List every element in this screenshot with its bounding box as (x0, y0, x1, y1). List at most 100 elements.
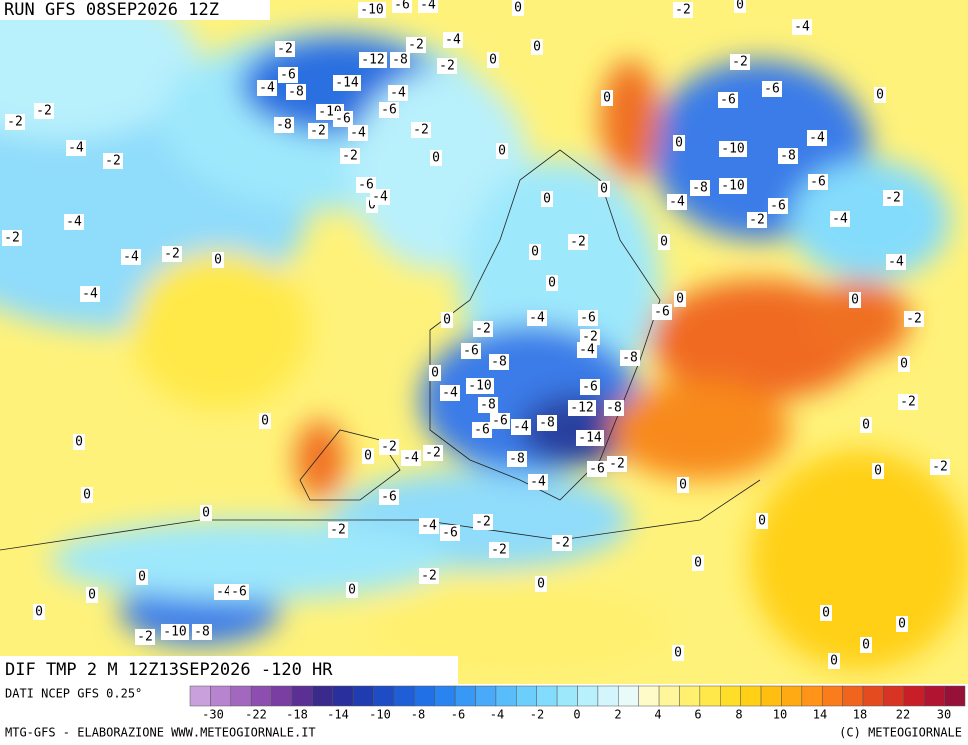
contour-label: -4 (123, 250, 139, 265)
contour-label: 0 (75, 435, 83, 450)
label-box (359, 52, 387, 68)
label-box (257, 80, 277, 96)
color-swatch (679, 685, 701, 707)
contour-label: -8 (480, 398, 496, 413)
label-box (411, 122, 431, 138)
contour-label: -8 (692, 181, 708, 196)
label-box (507, 451, 527, 467)
contour-label: 0 (543, 192, 551, 207)
contour-label: -4 (809, 131, 825, 146)
contour-label: -2 (932, 460, 948, 475)
label-box (135, 629, 155, 645)
label-box (275, 41, 295, 57)
label-box (576, 430, 604, 446)
contour-label: -4 (579, 343, 595, 358)
color-swatch (352, 685, 374, 707)
contour-label: -6 (720, 93, 736, 108)
contour-label: -6 (474, 423, 490, 438)
contour-label: -4 (421, 519, 437, 534)
contour-label: -4 (390, 86, 406, 101)
contour-label: 0 (498, 144, 506, 159)
contour-label: -8 (539, 416, 555, 431)
label-box (528, 474, 548, 490)
contour-label: -4 (420, 0, 436, 13)
label-box (473, 514, 493, 530)
contour-label: 0 (432, 151, 440, 166)
title-box (0, 656, 458, 684)
contour-label: -10 (468, 379, 491, 394)
color-swatch (230, 685, 252, 707)
contour-label: -6 (358, 178, 374, 193)
label-box (673, 2, 693, 18)
contour-label: -2 (164, 247, 180, 262)
contour-label: -8 (194, 625, 210, 640)
contour-label: -8 (509, 452, 525, 467)
contour-label: -6 (280, 68, 296, 83)
contour-label: -10 (360, 3, 383, 18)
label-box (437, 58, 457, 74)
contour-label: -6 (589, 462, 605, 477)
label-box (690, 180, 710, 196)
coastline (299, 429, 401, 501)
contour-label: -4 (832, 212, 848, 227)
label-box (86, 587, 98, 603)
color-tick-label: 30 (937, 708, 951, 722)
contour-label: 0 (83, 488, 91, 503)
contour-label: 0 (676, 292, 684, 307)
label-box (340, 148, 360, 164)
label-box (64, 214, 84, 230)
label-box (886, 254, 906, 270)
label-box (308, 123, 328, 139)
color-tick-label: -10 (369, 708, 391, 722)
label-box (461, 343, 481, 359)
contour-label: -4 (513, 420, 529, 435)
contour-label: -4 (442, 386, 458, 401)
label-box (212, 252, 224, 268)
label-box (333, 111, 353, 127)
color-tick-label: -18 (286, 708, 308, 722)
label-box (379, 102, 399, 118)
label-box (820, 605, 832, 621)
contour-label: -2 (582, 330, 598, 345)
contour-label: -10 (721, 142, 744, 157)
label-box (419, 568, 439, 584)
label-box (489, 354, 509, 370)
color-tick-label: -2 (530, 708, 544, 722)
contour-label: -4 (794, 20, 810, 35)
contour-label: -2 (885, 191, 901, 206)
contour-label: 0 (862, 418, 870, 433)
contour-label: 0 (660, 235, 668, 250)
color-tick-label: 22 (896, 708, 910, 722)
contour-label: -6 (810, 175, 826, 190)
label-box (730, 54, 750, 70)
contour-label: -6 (381, 103, 397, 118)
label-box (674, 291, 686, 307)
contour-label: -4 (68, 141, 84, 156)
color-swatch (495, 685, 517, 707)
color-swatch (475, 685, 497, 707)
contour-label: 0 (431, 366, 439, 381)
color-tick-label: 0 (573, 708, 580, 722)
label-box (828, 653, 840, 669)
contour-label: 0 (679, 478, 687, 493)
color-swatch (740, 685, 762, 707)
color-swatch (801, 685, 823, 707)
color-swatch (434, 685, 456, 707)
color-swatch (250, 685, 272, 707)
contour-label: 0 (35, 605, 43, 620)
label-box (440, 525, 460, 541)
contour-label: -4 (259, 81, 275, 96)
color-swatch (373, 685, 395, 707)
label-box (527, 310, 547, 326)
label-box (620, 350, 640, 366)
contour-label: -2 (491, 543, 507, 558)
contour-label: -2 (732, 55, 748, 70)
contour-label: -4 (445, 33, 461, 48)
contour-label: 0 (736, 0, 744, 13)
run-box (0, 0, 270, 20)
contour-label: -4 (216, 585, 232, 600)
label-box (466, 378, 494, 394)
contour-label: 0 (822, 606, 830, 621)
label-box (652, 304, 672, 320)
